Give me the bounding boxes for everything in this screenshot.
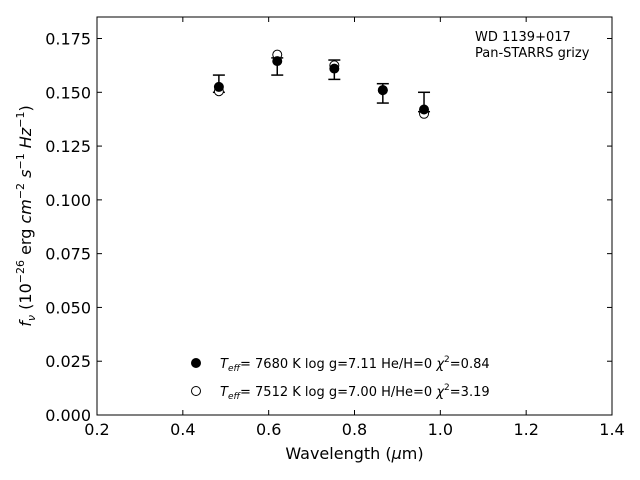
y-tick-label: 0.100 — [45, 191, 91, 210]
x-tick-label: 1.2 — [513, 420, 538, 439]
y-tick-label: 0.175 — [45, 30, 91, 49]
legend-entry-1: Teff= 7680 K log g=7.11 He/H=0 χ2=0.84 — [220, 355, 490, 374]
markers-layer — [213, 49, 430, 119]
x-tick-label: 0.6 — [256, 420, 281, 439]
y-tick-label: 0.075 — [45, 245, 91, 264]
y-axis-label: fν (10−26 erg cm−2 s−1 Hz−1) — [14, 105, 38, 326]
x-tick-label: 1.0 — [428, 420, 453, 439]
x-tick-label: 0.8 — [342, 420, 367, 439]
y-tick-label: 0.050 — [45, 298, 91, 317]
filled-circle-point — [377, 85, 388, 96]
legend-entry-2: Teff= 7512 K log g=7.00 H/He=0 χ2=3.19 — [220, 383, 490, 402]
x-tick-label: 1.4 — [599, 420, 624, 439]
filled-circle-point — [213, 81, 224, 92]
legend-marker-open — [191, 386, 201, 396]
ticks-layer: 0.2 0.4 0.6 0.8 1.0 1.2 1.4 0.000 0.025 0.050 0.07… — [45, 17, 625, 439]
plot-frame — [96, 16, 613, 416]
legend-marker-filled — [191, 358, 201, 368]
filled-circle-point — [329, 63, 340, 74]
annotation-target: WD 1139+017 — [475, 30, 571, 45]
y-tick-label: 0.125 — [45, 137, 91, 156]
annotation-survey: Pan-STARRS grizy — [475, 46, 590, 61]
y-tick-label: 0.025 — [45, 352, 91, 371]
x-axis-label: Wavelength (μm) — [285, 444, 423, 463]
errorbars-layer — [212, 57, 431, 113]
x-tick-label: 0.2 — [84, 420, 109, 439]
legend: Teff= 7680 K log g=7.11 He/H=0 χ2=0.84 T… — [191, 355, 490, 402]
svg-text:fν (10−26 erg cm−2 s−1 Hz−1): fν (10−26 erg cm−2 s−1 Hz−1) — [14, 105, 38, 326]
y-tick-label: 0.000 — [45, 406, 91, 425]
x-tick-label: 0.4 — [170, 420, 195, 439]
y-tick-label: 0.150 — [45, 83, 91, 102]
filled-circle-point — [419, 104, 430, 115]
filled-circle-point — [272, 56, 283, 67]
